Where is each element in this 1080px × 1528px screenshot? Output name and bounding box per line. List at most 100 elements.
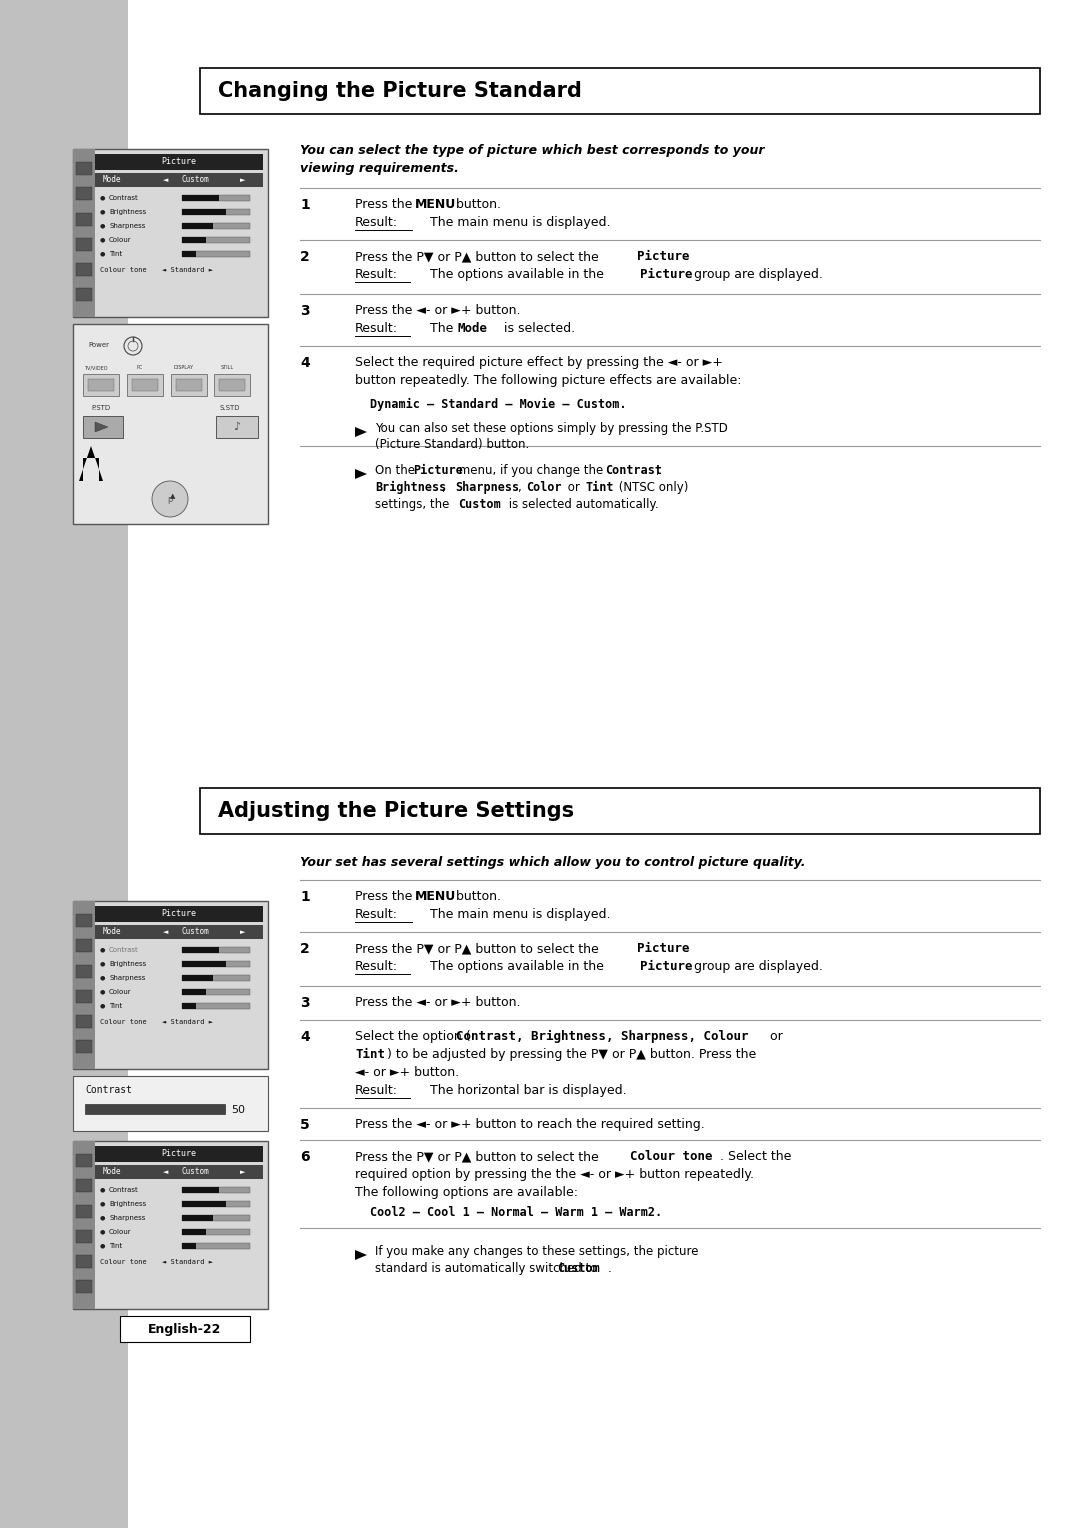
Text: 2: 2 (300, 251, 310, 264)
Text: The main menu is displayed.: The main menu is displayed. (430, 908, 610, 921)
Text: ,: , (518, 481, 526, 494)
Bar (183, 1242, 195, 1248)
Bar (183, 1002, 195, 1008)
Bar (183, 1002, 249, 1008)
Text: ●: ● (100, 252, 106, 257)
Bar (183, 209, 249, 215)
Bar (76, 914, 92, 927)
Text: ●: ● (100, 990, 106, 995)
Text: group are displayed.: group are displayed. (690, 267, 823, 281)
Bar (183, 1201, 226, 1207)
Text: Colour tone: Colour tone (100, 267, 147, 274)
Bar (95, 924, 264, 940)
Polygon shape (355, 469, 367, 478)
Text: Your set has several settings which allow you to control picture quality.: Your set has several settings which allo… (300, 856, 806, 869)
Bar (95, 1146, 264, 1161)
Text: Contrast: Contrast (109, 1187, 138, 1193)
Text: 4: 4 (300, 1030, 310, 1044)
Bar (73, 902, 268, 1070)
Text: standard is automatically switched to: standard is automatically switched to (375, 1262, 602, 1274)
Bar (126, 374, 163, 396)
Text: ◄ Standard ►: ◄ Standard ► (162, 1019, 213, 1025)
Text: ◄: ◄ (163, 177, 168, 183)
Text: Result:: Result: (355, 960, 399, 973)
Polygon shape (355, 1250, 367, 1261)
Text: Colour: Colour (109, 989, 132, 995)
Text: STILL: STILL (220, 365, 234, 370)
Bar (200, 788, 1040, 834)
Text: The: The (430, 322, 457, 335)
Text: is selected.: is selected. (500, 322, 576, 335)
Text: Mode: Mode (103, 927, 121, 937)
Bar (183, 947, 249, 953)
Text: 50: 50 (231, 1105, 245, 1115)
Text: Sharpness: Sharpness (455, 481, 519, 494)
Text: Sharpness: Sharpness (109, 1215, 146, 1221)
Text: .: . (685, 251, 689, 263)
Text: Power: Power (87, 342, 109, 348)
Text: button repeatedly. The following picture effects are available:: button repeatedly. The following picture… (355, 374, 742, 387)
Bar (183, 251, 195, 257)
Text: ►: ► (240, 177, 245, 183)
Text: p: p (167, 495, 173, 504)
Text: 6: 6 (300, 1151, 310, 1164)
Bar (183, 1229, 249, 1235)
Text: ,: , (654, 465, 659, 477)
Text: 1: 1 (300, 889, 310, 905)
Bar (73, 902, 95, 1070)
Text: Select the required picture effect by pressing the ◄- or ►+: Select the required picture effect by pr… (355, 356, 723, 368)
Text: P.STD: P.STD (92, 405, 110, 411)
Bar (73, 1141, 268, 1309)
Text: 2: 2 (300, 941, 310, 957)
Text: The options available in the: The options available in the (430, 960, 608, 973)
Text: Colour tone: Colour tone (100, 1019, 147, 1025)
Text: Result:: Result: (355, 322, 399, 335)
Bar (219, 379, 245, 391)
Text: ●: ● (100, 237, 106, 243)
Bar (183, 1187, 249, 1193)
Text: Picture: Picture (162, 157, 197, 167)
Polygon shape (355, 426, 367, 437)
Bar (183, 947, 219, 953)
Text: ●: ● (100, 1244, 106, 1248)
Bar (76, 1204, 92, 1218)
Bar (76, 263, 92, 277)
Bar (95, 906, 264, 921)
Bar (132, 379, 158, 391)
Bar (76, 1280, 92, 1293)
Text: ◄ Standard ►: ◄ Standard ► (162, 267, 213, 274)
Text: Result:: Result: (355, 1083, 399, 1097)
Text: The main menu is displayed.: The main menu is displayed. (430, 215, 610, 229)
Bar (95, 154, 264, 170)
Text: 3: 3 (300, 996, 310, 1010)
Text: Colour: Colour (109, 1229, 132, 1235)
Bar (83, 374, 119, 396)
Bar (73, 1076, 268, 1131)
Bar (175, 379, 202, 391)
Text: Sharpness: Sharpness (109, 975, 146, 981)
Text: ●: ● (100, 223, 106, 229)
Bar (76, 238, 92, 251)
Text: ◄- or ►+ button.: ◄- or ►+ button. (355, 1067, 459, 1079)
Bar (76, 1154, 92, 1167)
Bar (76, 1015, 92, 1028)
Bar (183, 1242, 249, 1248)
Bar (183, 1215, 249, 1221)
Text: Color: Color (526, 481, 562, 494)
Text: (Picture Standard) button.: (Picture Standard) button. (375, 439, 529, 451)
Text: ●: ● (100, 1187, 106, 1192)
Text: Brightness: Brightness (109, 1201, 146, 1207)
Bar (76, 188, 92, 200)
Bar (76, 990, 92, 1002)
Bar (183, 961, 226, 967)
Text: DISPLAY: DISPLAY (174, 365, 193, 370)
Text: Custom: Custom (458, 498, 501, 510)
Text: ●: ● (100, 1201, 106, 1207)
Text: Custom: Custom (181, 176, 210, 185)
Text: MENU: MENU (415, 199, 456, 211)
Text: Tint: Tint (355, 1048, 384, 1060)
Bar (183, 237, 206, 243)
Text: Tint: Tint (109, 1242, 122, 1248)
Bar (200, 69, 1040, 115)
Text: Tint: Tint (585, 481, 613, 494)
